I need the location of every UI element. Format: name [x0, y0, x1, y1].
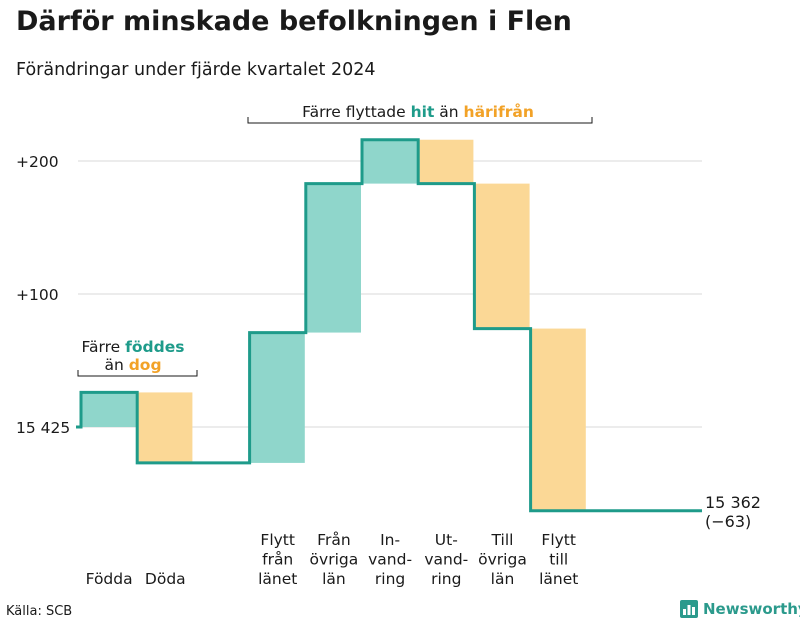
category-label: ring: [375, 570, 405, 588]
end-change-label: (−63): [705, 512, 751, 531]
bar: [531, 328, 586, 511]
migration-annotation-text: Färre flyttade hit än härifrån: [302, 102, 534, 121]
category-label: vand-: [424, 551, 468, 569]
category-label: länet: [539, 570, 578, 588]
y-tick-label: +200: [16, 153, 59, 171]
bar: [250, 332, 305, 463]
category-label: Till: [491, 531, 514, 549]
newsworthy-logo-text: Newsworthy: [703, 600, 800, 618]
bar: [475, 183, 530, 329]
step-lines: [76, 138, 702, 513]
bars: [82, 139, 586, 511]
category-labels: Födda DödaFlyttfrånlänetFrånövrigalänIn-v…: [86, 531, 579, 588]
newsworthy-logo: Newsworthy: [680, 600, 800, 618]
category-label: Döda: [145, 570, 186, 588]
births-bracket: [77, 370, 198, 377]
newsworthy-logo-icon: [680, 600, 698, 618]
migration-annotation: Färre flyttade hit än härifrån: [247, 102, 593, 124]
category-label: Flytt: [260, 531, 295, 549]
y-tick-label: 15 425: [16, 419, 70, 437]
births-annotation-line2: än dog: [104, 356, 161, 374]
births-annotation-line1: Färre föddes: [82, 338, 185, 356]
chart-title: Därför minskade befolkningen i Flen: [16, 6, 572, 37]
bar: [138, 392, 193, 463]
category-label: övriga: [310, 551, 359, 569]
bar: [82, 392, 137, 427]
category-label: län: [491, 570, 515, 588]
category-label: ring: [431, 570, 461, 588]
bar: [363, 139, 418, 184]
chart-subtitle: Förändringar under fjärde kvartalet 2024: [16, 60, 376, 80]
step-line: [76, 138, 702, 513]
end-value-label: 15 362: [705, 493, 761, 512]
gridlines: [78, 160, 702, 428]
category-label: Flytt: [541, 531, 576, 549]
category-label: län: [322, 570, 346, 588]
category-label: länet: [258, 570, 297, 588]
category-label: Från: [317, 531, 350, 549]
bar: [419, 139, 474, 184]
category-label: från: [262, 551, 293, 569]
births-annotation: Färre föddes än dog: [77, 338, 198, 377]
bar: [306, 183, 361, 333]
category-label: övriga: [478, 551, 527, 569]
category-label: vand-: [368, 551, 412, 569]
category-label: Födda: [86, 570, 133, 588]
category-label: In-: [380, 531, 400, 549]
migration-bracket: [247, 117, 593, 124]
category-label: till: [549, 551, 568, 569]
source-note: Källa: SCB: [6, 604, 73, 619]
y-tick-label: +100: [16, 286, 59, 304]
category-label: Ut-: [435, 531, 458, 549]
y-axis-tick-labels: +200 +100 15 425: [16, 153, 70, 437]
